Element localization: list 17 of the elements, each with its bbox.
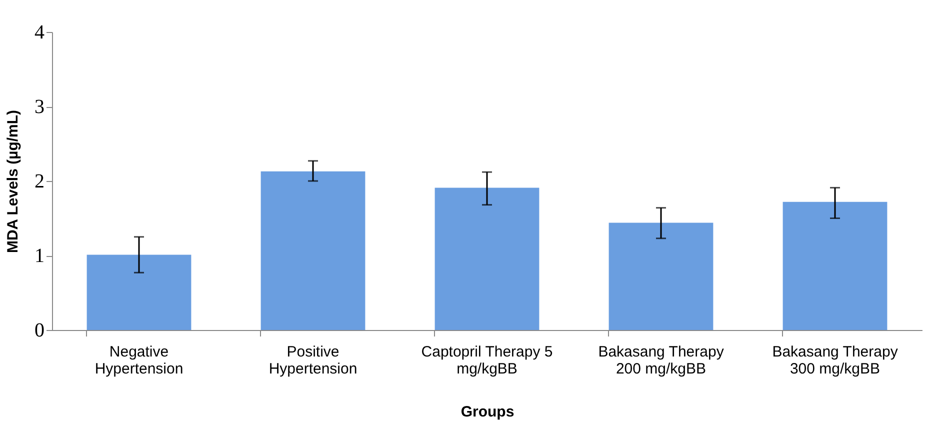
x-tick-label: Positive Hypertension [268, 344, 358, 378]
bar [782, 202, 888, 330]
y-axis-title: MDA Levels (µg/mL) [4, 110, 22, 254]
bar [608, 222, 714, 330]
bar [260, 171, 366, 330]
bar [86, 254, 192, 330]
y-tick-label: 4 [34, 22, 44, 44]
x-tick-label: Bakasang Therapy 200 mg/kgBB [598, 344, 724, 378]
y-tick-label: 3 [34, 96, 44, 118]
y-tick-label: 1 [34, 245, 44, 267]
bar [434, 188, 540, 330]
y-tick-label: 2 [34, 170, 44, 192]
x-axis-title: Groups [460, 404, 514, 420]
x-tick-label: Captopril Therapy 5 mg/kgBB [421, 344, 553, 378]
x-tick-label: Bakasang Therapy 300 mg/kgBB [772, 344, 898, 378]
y-tick-label: 0 [34, 320, 44, 342]
x-tick-label: Negative Hypertension [94, 344, 184, 378]
